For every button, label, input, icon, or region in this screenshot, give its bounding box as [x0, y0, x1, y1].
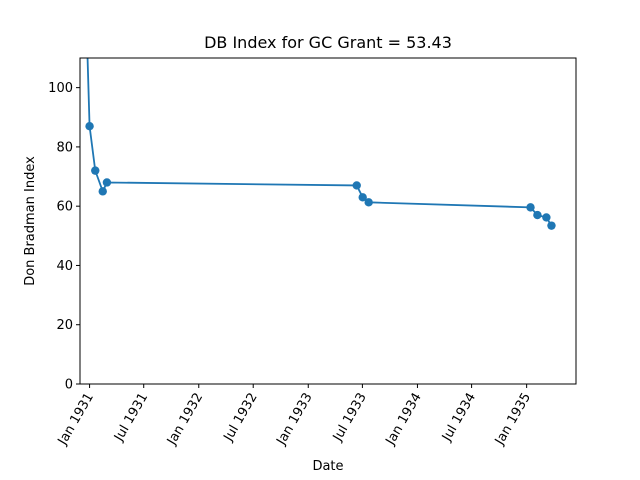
x-tick-label: Jul 1932	[221, 391, 261, 445]
x-tick-label: Jul 1934	[439, 391, 479, 445]
x-tick-label: Jan 1934	[383, 391, 425, 449]
chart-title: DB Index for GC Grant = 53.43	[204, 33, 452, 52]
data-point	[102, 178, 112, 187]
x-tick-label: Jul 1931	[111, 391, 151, 445]
data-point	[98, 187, 107, 196]
x-tick-label: Jul 1933	[330, 391, 370, 445]
y-axis: 0 20 40 60 80 100	[48, 81, 80, 393]
series-layer	[85, 58, 556, 230]
y-tick-label: 40	[56, 259, 73, 274]
data-point	[542, 213, 551, 222]
data-point	[85, 121, 94, 131]
x-tick-label: Jan 1935	[492, 391, 534, 449]
data-point	[533, 210, 542, 220]
data-point	[526, 203, 535, 212]
data-point	[364, 198, 373, 207]
y-tick-label: 80	[56, 140, 73, 155]
y-tick-label: 0	[65, 378, 73, 393]
data-point	[352, 181, 361, 190]
x-tick-label: Jan 1931	[55, 391, 97, 449]
data-point	[91, 166, 100, 175]
plot-frame	[79, 57, 577, 385]
x-axis: Jan 1931 Jul 1931 Jan 1932 Jul 1932 Jan 1933…	[55, 384, 534, 448]
y-tick-label: 100	[48, 81, 73, 96]
x-tick-label: Jan 1932	[164, 391, 206, 449]
data-point	[547, 221, 556, 230]
data-point	[358, 193, 367, 202]
y-axis-title: Don Bradman Index	[23, 156, 38, 286]
x-axis-title: Date	[312, 459, 343, 474]
y-tick-label: 20	[56, 318, 73, 333]
x-tick-label: Jan 1933	[274, 391, 316, 449]
y-tick-label: 60	[56, 200, 73, 215]
